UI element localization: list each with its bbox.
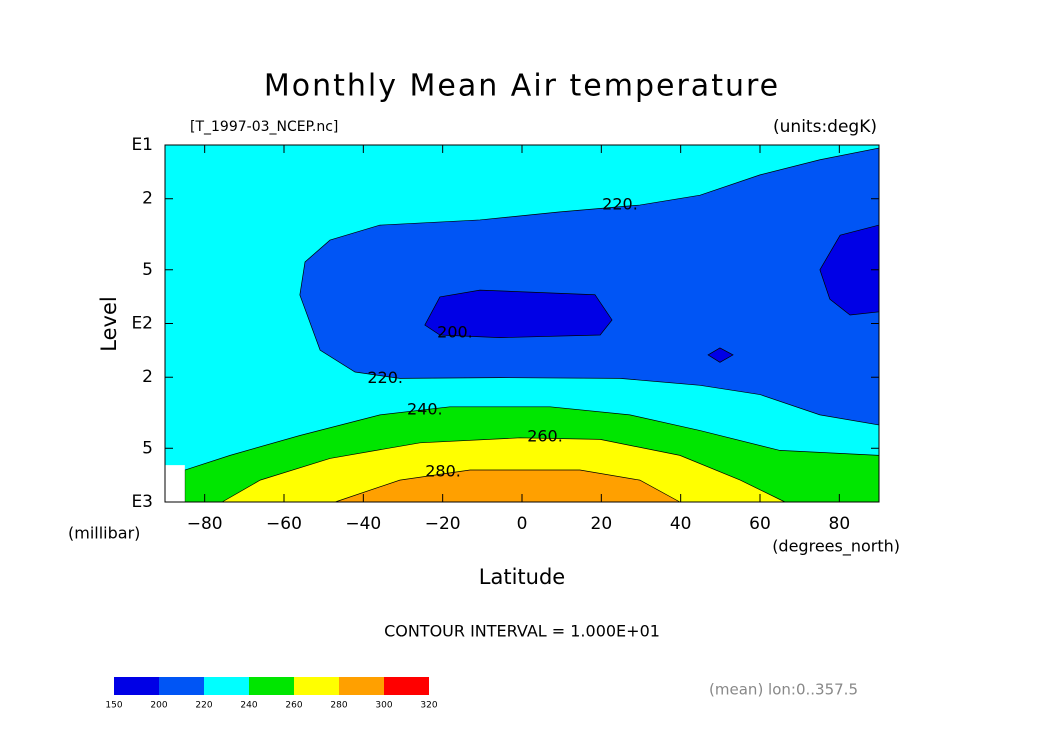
colorbar-swatch <box>339 677 384 695</box>
x-units: (degrees_north) <box>772 537 900 557</box>
colorbar-swatch <box>249 677 294 695</box>
x-tick-label: −40 <box>345 514 381 534</box>
colorbar-swatch <box>294 677 339 695</box>
subtitle: [T_1997-03_NCEP.nc] <box>190 119 338 135</box>
y-tick-label: E2 <box>131 314 153 334</box>
contour-region <box>424 289 613 338</box>
colorbar-label: 300 <box>375 701 392 711</box>
y-tick-label: 2 <box>142 189 153 209</box>
mean-note: (mean) lon:0..357.5 <box>709 681 858 699</box>
x-tick-label: 60 <box>749 514 771 534</box>
contour-label: 260. <box>527 426 563 445</box>
colorbar-label: 220 <box>195 701 212 711</box>
y-tick-label: 5 <box>142 438 153 458</box>
x-tick-label: −20 <box>425 514 461 534</box>
colorbar-label: 200 <box>150 701 167 711</box>
y-tick-label: E3 <box>131 492 153 512</box>
x-tick-label: 0 <box>517 514 528 534</box>
colorbar-label: 320 <box>420 701 437 711</box>
y-tick-label: 2 <box>142 367 153 387</box>
contour-label: 240. <box>407 399 443 418</box>
contour-label: 220. <box>367 368 403 387</box>
colorbar-swatch <box>114 677 159 695</box>
contour-region <box>165 465 185 502</box>
colorbar-swatch <box>384 677 429 695</box>
contour-note: CONTOUR INTERVAL = 1.000E+01 <box>384 622 660 641</box>
contour-label: 280. <box>425 461 461 480</box>
x-tick-label: −80 <box>187 514 223 534</box>
x-tick-label: 80 <box>829 514 851 534</box>
x-tick-label: −60 <box>266 514 302 534</box>
y-units: (millibar) <box>68 524 140 543</box>
chart-title: Monthly Mean Air temperature <box>264 69 780 104</box>
colorbar-label: 240 <box>240 701 257 711</box>
y-tick-label: 5 <box>142 260 153 280</box>
contour-region <box>707 347 734 363</box>
units-label: (units:degK) <box>773 117 877 137</box>
colorbar-swatch <box>204 677 249 695</box>
colorbar-label: 280 <box>330 701 347 711</box>
x-tick-label: 20 <box>591 514 613 534</box>
x-tick-label: 40 <box>670 514 692 534</box>
colorbar-label: 260 <box>285 701 302 711</box>
contour-label: 200. <box>437 322 473 341</box>
y-axis-label: Level <box>97 296 121 351</box>
colorbar-swatch <box>159 677 204 695</box>
x-axis-label: Latitude <box>479 565 565 589</box>
contour-label: 220. <box>602 195 638 214</box>
colorbar-label: 150 <box>105 701 122 711</box>
y-tick-label: E1 <box>131 135 153 155</box>
